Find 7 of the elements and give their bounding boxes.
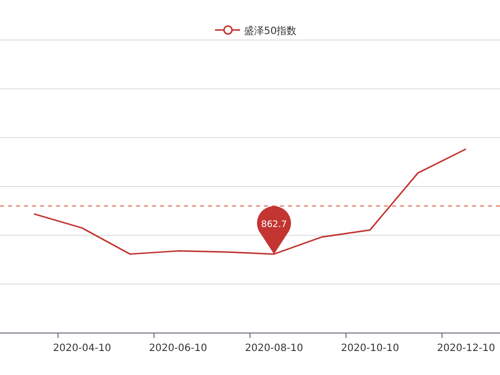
x-tick-label: 2020-06-10 xyxy=(148,343,208,354)
x-tick-label: 2020-04-10 xyxy=(52,343,112,354)
annotation: 862.7 xyxy=(261,220,287,230)
x-tick-label: 2020-12-10 xyxy=(436,343,496,354)
x-tick-label: 2020-10-10 xyxy=(340,343,400,354)
x-tick-label: 2020-08-10 xyxy=(244,343,304,354)
legend-label: 盛泽50指数 xyxy=(244,25,297,37)
